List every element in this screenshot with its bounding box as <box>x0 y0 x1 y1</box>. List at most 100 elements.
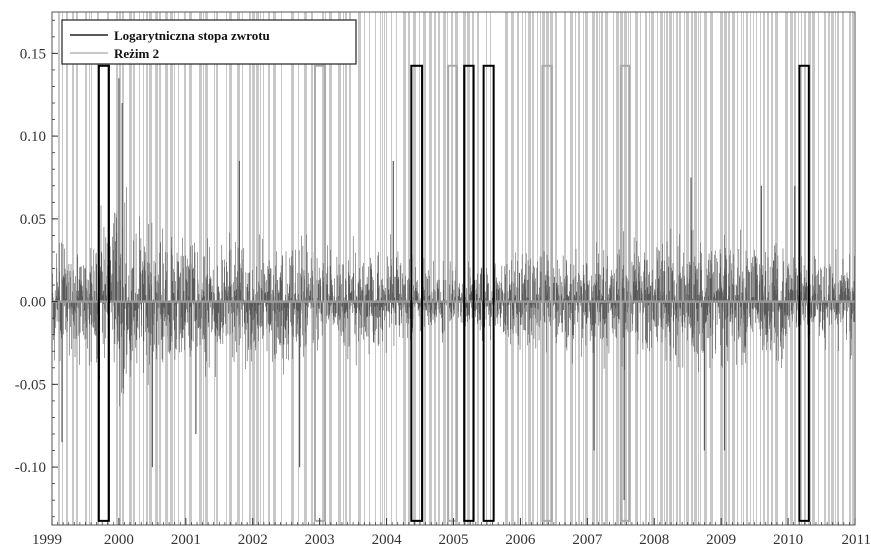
regime-2-band <box>413 12 416 525</box>
regime-2-band <box>304 12 307 525</box>
highlighted-interval <box>798 64 810 522</box>
x-tick-label: 2004 <box>372 532 403 548</box>
regime-2-band <box>785 12 788 525</box>
regime-2-band <box>804 12 806 525</box>
regime-2-band <box>62 12 63 525</box>
regime-2-band <box>704 12 707 525</box>
regime-2-band <box>216 12 218 525</box>
regime-2-band <box>741 12 742 525</box>
regime-2-band <box>122 12 124 525</box>
legend-label-returns: Logarytniczna stopa zwrotu <box>114 28 270 43</box>
regime-2-band <box>256 12 259 525</box>
regime-2-band <box>451 12 453 525</box>
regime-2-band <box>349 12 351 525</box>
regime-2-band <box>596 12 598 525</box>
x-tick-label: 2009 <box>706 532 736 548</box>
regime-2-band <box>165 12 168 525</box>
regime-2-band <box>649 12 650 525</box>
y-tick-label: 0.10 <box>20 129 46 145</box>
regime-2-band <box>443 12 446 525</box>
regime-2-band <box>149 12 152 525</box>
regime-2-band <box>429 12 432 525</box>
regime-2-band <box>419 12 420 525</box>
regime-2-band <box>676 12 678 525</box>
x-tick-label: 2005 <box>439 532 469 548</box>
regime-2-band <box>133 12 135 525</box>
plot-area <box>51 12 856 525</box>
regime-2-band <box>750 12 751 525</box>
y-tick-label: -0.10 <box>15 460 46 476</box>
regime-2-band <box>205 12 208 525</box>
regime-2-band <box>237 12 240 525</box>
legend-box <box>61 19 357 65</box>
x-tick-label: 2000 <box>104 532 134 548</box>
highlighted-interval <box>463 64 475 522</box>
regime-2-band <box>364 12 365 525</box>
regime-2-band <box>511 12 514 525</box>
regime-2-band <box>423 12 426 525</box>
highlighted-interval <box>97 64 110 522</box>
highlighted-interval <box>541 64 553 522</box>
regime-2-band <box>384 12 385 525</box>
regime-2-band <box>386 12 387 525</box>
regime-2-band <box>434 12 436 525</box>
regime-2-band <box>684 12 685 525</box>
regime-2-band <box>812 12 815 525</box>
regime-2-band <box>743 12 744 525</box>
regime-2-band <box>528 12 531 525</box>
regime-2-band <box>546 12 549 525</box>
regime-2-band <box>835 12 836 525</box>
regime-2-band <box>673 12 674 525</box>
x-tick-label: 2002 <box>238 532 268 548</box>
regime-2-band <box>252 12 255 525</box>
regime-2-band <box>691 12 693 525</box>
regime-2-band <box>382 12 383 525</box>
regime-2-band <box>575 12 576 525</box>
regime-2-band <box>249 12 251 525</box>
regime-2-band <box>578 12 580 525</box>
highlighted-intervals <box>97 64 810 522</box>
regime-2-band <box>728 12 730 525</box>
x-tick-label: 2001 <box>171 532 201 548</box>
regime-2-band <box>849 12 851 525</box>
regime-2-band <box>174 12 175 525</box>
regime-2-band <box>155 12 158 525</box>
regime-2-band <box>146 12 148 525</box>
regime-2-band <box>852 12 854 525</box>
regime-2-band <box>229 12 232 525</box>
regime-2-band <box>828 12 830 525</box>
regime-2-band <box>824 12 826 525</box>
regime-2-band <box>720 12 723 525</box>
regime-2-band <box>775 12 778 525</box>
regime-2-band <box>214 12 215 525</box>
regime-2-band <box>199 12 202 525</box>
regime-2-band <box>540 12 541 525</box>
highlighted-interval <box>619 64 631 522</box>
x-tick-label: 2007 <box>572 532 603 548</box>
highlighted-interval <box>410 64 424 522</box>
regime-2-band <box>624 12 627 525</box>
regime-2-band <box>438 12 440 525</box>
regime-2-band <box>375 12 376 525</box>
regime-2-band <box>403 12 406 525</box>
x-tick-label: 1999 <box>32 532 62 548</box>
x-tick-label: 2011 <box>842 532 871 548</box>
regime-2-band <box>601 12 603 525</box>
highlighted-interval <box>482 64 495 522</box>
regime-2-band <box>89 12 90 525</box>
regime-2-band <box>345 12 347 525</box>
y-tick-label: 0.00 <box>20 295 46 311</box>
regime-2-band <box>490 12 491 525</box>
regime-2-band <box>505 12 508 525</box>
y-tick-label: -0.05 <box>15 377 46 393</box>
regime-2-band <box>91 12 92 525</box>
log-return-series <box>51 78 856 501</box>
regime-2-band <box>760 12 761 525</box>
regime-2-band <box>698 12 699 525</box>
legend: Logarytniczna stopa zwrotu Reżim 2 <box>61 19 357 65</box>
regime-2-band <box>477 12 479 525</box>
regime-2-band <box>273 12 276 525</box>
x-tick-label: 2003 <box>305 532 335 548</box>
regime-2-band <box>119 12 121 525</box>
